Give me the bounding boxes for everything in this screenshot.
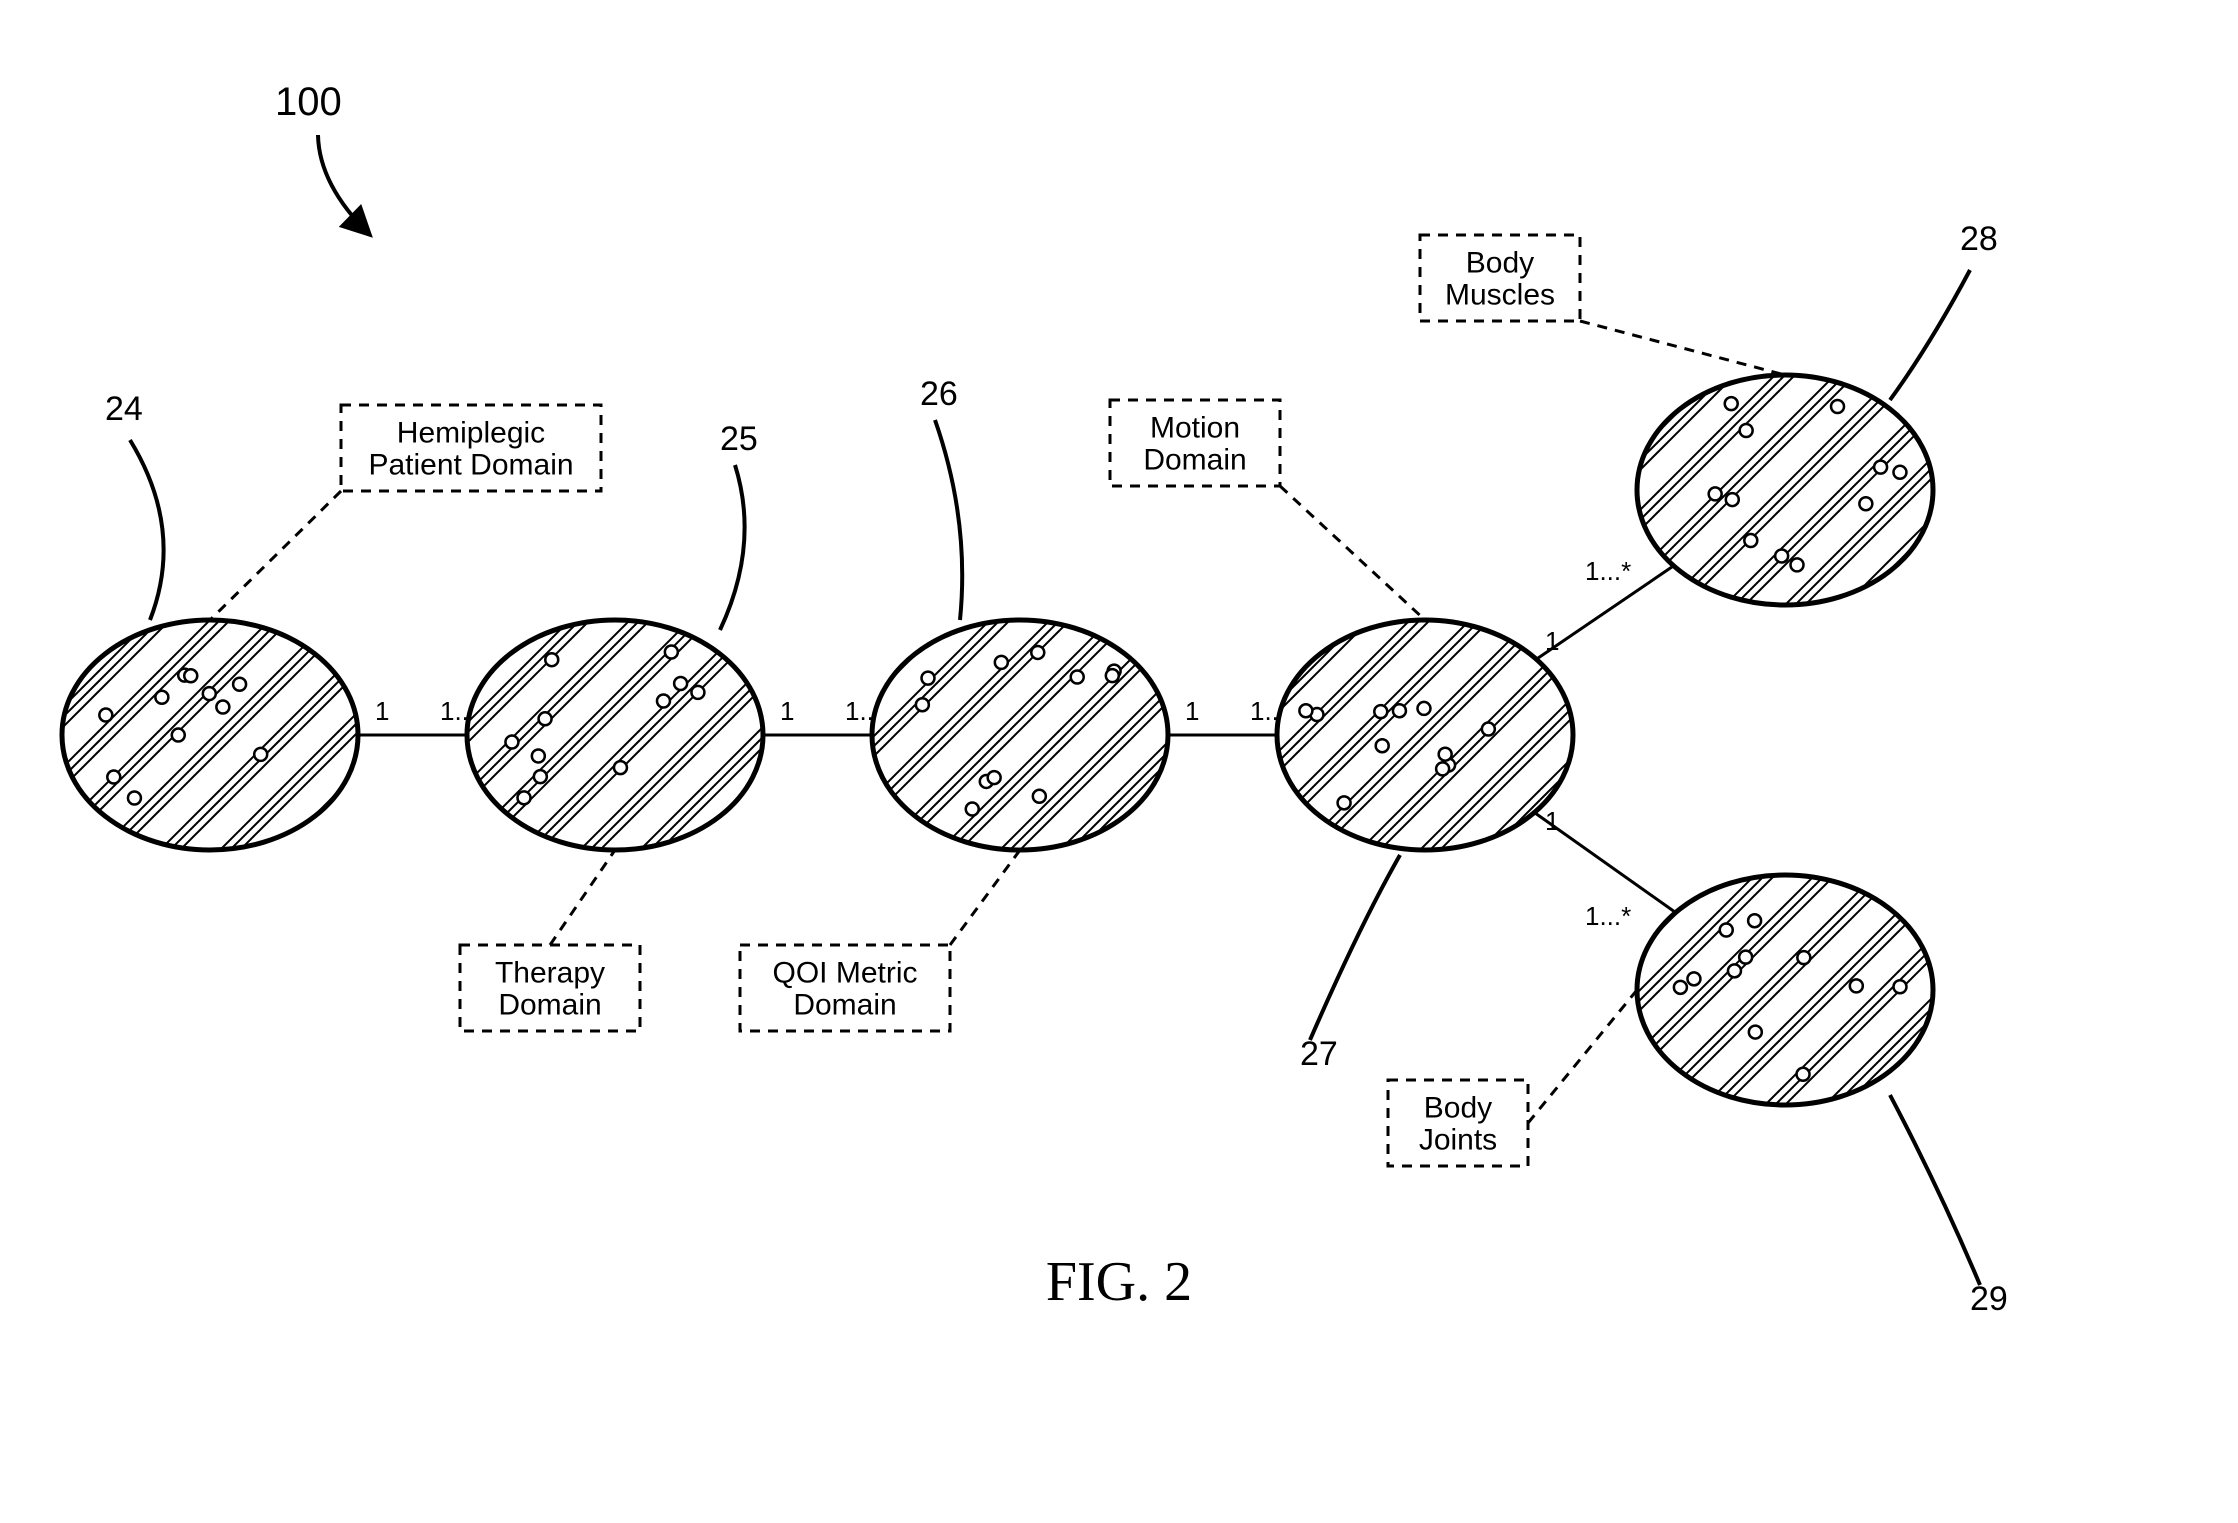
domain-label-text: QOI Metric <box>772 956 917 989</box>
cardinality-label: 1 <box>1545 626 1559 656</box>
callout-number: 25 <box>720 420 758 458</box>
callout-number: 28 <box>1960 220 1998 258</box>
domain-label-text: Motion <box>1150 411 1240 444</box>
domain-node <box>872 620 1168 850</box>
callout-leader <box>130 440 164 620</box>
domain-label-text: Domain <box>793 989 896 1022</box>
domain-node <box>62 620 358 850</box>
domain-label-text: Patient Domain <box>368 449 573 482</box>
label-connector <box>950 850 1020 945</box>
label-connector <box>1280 486 1425 620</box>
label-connector <box>1528 990 1637 1123</box>
cardinality-label: 1...* <box>1585 901 1631 931</box>
ref-arrow <box>318 135 370 235</box>
callout-number: 29 <box>1970 1280 2008 1318</box>
label-connector <box>210 491 341 620</box>
callout-leader <box>1890 1095 1980 1285</box>
callout-number: 27 <box>1300 1035 1338 1073</box>
label-connector <box>550 850 615 945</box>
cardinality-label: 1 <box>375 696 389 726</box>
cardinality-label: 1 <box>780 696 794 726</box>
domain-node <box>1277 620 1573 850</box>
domain-node <box>467 620 763 850</box>
cardinality-label: 1 <box>1185 696 1199 726</box>
callout-leader <box>720 465 745 630</box>
domain-label-text: Therapy <box>495 956 605 989</box>
domain-label-text: Domain <box>498 989 601 1022</box>
domain-label-text: Muscles <box>1445 279 1555 312</box>
cardinality-label: 1...* <box>1585 556 1631 586</box>
label-connector <box>1580 321 1785 375</box>
cardinality-label: 1 <box>1545 806 1559 836</box>
callout-leader <box>1890 270 1970 400</box>
domain-label-text: Hemiplegic <box>397 416 545 449</box>
figure-title: FIG. 2 <box>1046 1251 1192 1313</box>
domain-label-text: Domain <box>1143 444 1246 477</box>
domain-node <box>1637 875 1933 1105</box>
figure-ref-100: 100 <box>275 80 342 124</box>
callout-leader <box>935 420 962 620</box>
callout-number: 26 <box>920 375 958 413</box>
domain-node <box>1637 375 1933 605</box>
domain-label-text: Joints <box>1419 1124 1497 1157</box>
callout-leader <box>1310 855 1400 1040</box>
domain-label-text: Body <box>1466 246 1534 279</box>
domain-label-text: Body <box>1424 1091 1492 1124</box>
callout-number: 24 <box>105 390 143 428</box>
figure-diagram: 11...*11...*11...*11...*11...* Hemiplegi… <box>0 0 2238 1523</box>
